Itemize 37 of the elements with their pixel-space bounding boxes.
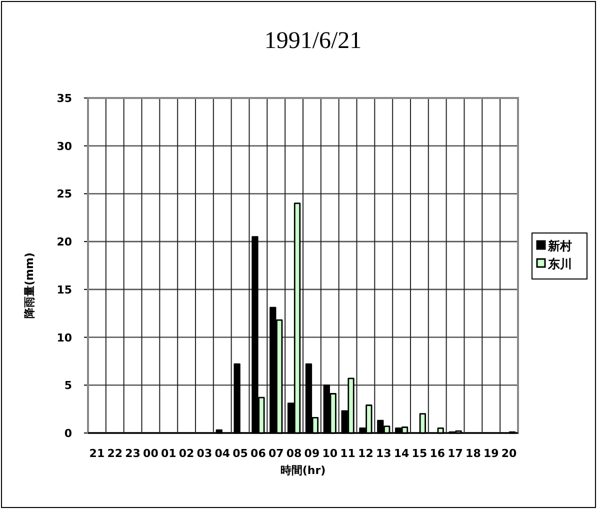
x-tick-label: 12 <box>358 447 374 460</box>
x-tick-label: 15 <box>412 447 428 460</box>
y-tick-label: 15 <box>56 283 72 296</box>
x-tick-label: 11 <box>340 447 356 460</box>
x-tick-label: 16 <box>430 447 446 460</box>
x-tick-label: 04 <box>214 447 230 460</box>
x-tick-label: 02 <box>178 447 194 460</box>
x-axis-title: 時間(hr) <box>280 464 326 477</box>
x-tick-label: 01 <box>160 447 176 460</box>
x-tick-label: 05 <box>232 447 248 460</box>
x-tick-label: 03 <box>196 447 212 460</box>
x-tick-label: 13 <box>376 447 392 460</box>
x-tick-label: 10 <box>322 447 338 460</box>
x-tick-label: 20 <box>501 447 518 460</box>
x-tick-label: 00 <box>143 447 159 460</box>
x-tick-label: 17 <box>448 447 463 460</box>
x-tick-label: 23 <box>125 447 140 460</box>
x-tick-label: 18 <box>466 447 481 460</box>
x-tick-label: 06 <box>250 447 266 460</box>
x-tick-label: 19 <box>483 447 499 460</box>
x-tick-label: 08 <box>286 447 302 460</box>
y-tick-label: 25 <box>56 188 72 201</box>
y-tick-label: 30 <box>56 140 72 153</box>
x-tick-label: 07 <box>268 447 284 460</box>
x-tick-label: 09 <box>304 447 320 460</box>
y-axis-title: 降雨量(mm) <box>23 252 36 318</box>
y-tick-label: 35 <box>56 92 72 105</box>
x-tick-label: 22 <box>107 447 123 460</box>
legend-label: 东川 <box>547 257 572 271</box>
x-tick-label: 21 <box>89 447 105 460</box>
y-tick-label: 10 <box>56 331 72 344</box>
legend-label: 新村 <box>547 239 572 253</box>
y-tick-label: 0 <box>64 427 72 440</box>
x-tick-label: 14 <box>394 447 410 460</box>
y-tick-label: 5 <box>64 379 72 392</box>
y-tick-label: 20 <box>56 236 72 249</box>
chart-title: 1991/6/21 <box>264 28 362 54</box>
